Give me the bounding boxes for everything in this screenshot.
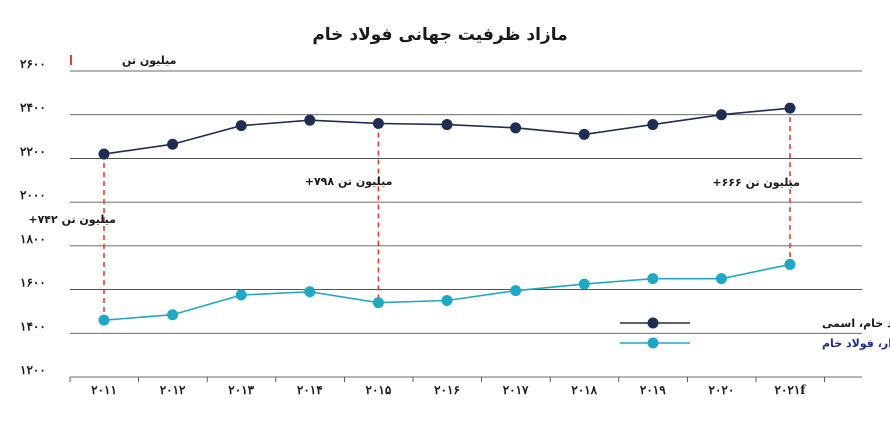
legend-label: ظرفیت فولاد خام، اسمی xyxy=(822,317,890,330)
data-point xyxy=(304,114,316,126)
grid-lines xyxy=(70,70,862,334)
data-point xyxy=(510,122,522,134)
x-tick-label: ۲۰۱۷ xyxy=(503,383,529,397)
difference-label: میلیون تن ۷۹۸+ xyxy=(305,175,393,188)
data-point xyxy=(441,295,453,306)
x-tick-label: ۲۰۱۶ xyxy=(434,383,460,397)
y-tick-label: ۱۸۰۰ xyxy=(20,232,46,246)
x-tick-label: ۲۰۱۲ xyxy=(160,383,186,397)
x-tick-label: ۲۰۱۳ xyxy=(228,383,254,397)
annotations: میلیون تن ۷۴۲+ میلیون تن ۷۹۸+ میلیون تن ۶۶… xyxy=(28,108,800,321)
difference-label: میلیون تن ۶۶۶+ xyxy=(712,176,800,189)
difference-label: میلیون تن ۷۴۲+ xyxy=(28,213,116,226)
legend-marker xyxy=(647,317,659,329)
data-point xyxy=(441,119,453,131)
legend: ظرفیت فولاد خام، اسمی عرضه به بازار، فولا… xyxy=(620,317,890,350)
unit-marker xyxy=(70,55,72,65)
legend-label: عرضه به بازار، فولاد خام xyxy=(822,337,890,350)
y-tick-label: ۲۶۰۰ xyxy=(20,57,46,71)
data-point xyxy=(304,286,316,298)
x-axis: ۲۰۱۱ ۲۰۱۲ ۲۰۱۳ ۲۰۱۴ ۲۰۱۵ ۲۰۱۶ ۲۰۱۷ ۲۰۱۸ ۲۰۱۹ ۲۰۲۰… xyxy=(69,376,862,397)
y-tick-label: ۲۲۰۰ xyxy=(20,144,46,158)
data-point xyxy=(784,102,796,114)
x-tick-label: ۲۰۱۵ xyxy=(366,383,392,397)
legend-marker xyxy=(647,337,659,349)
data-point xyxy=(715,273,727,285)
data-point xyxy=(578,128,590,140)
y-tick-label: ۲۴۰۰ xyxy=(20,101,46,115)
x-tick-label: ۲۰۱۹ xyxy=(640,383,666,397)
y-tick-label: ۱۶۰۰ xyxy=(20,276,46,290)
x-tick-label: ۲۰۱۴ xyxy=(297,383,323,397)
data-point xyxy=(372,297,384,309)
unit-label-group: میلیون تن xyxy=(70,54,176,67)
unit-label: میلیون تن xyxy=(122,54,176,67)
y-tick-label: ۲۰۰۰ xyxy=(20,188,46,202)
data-point xyxy=(784,258,796,270)
x-tick-label: ۲۰۱۸ xyxy=(571,383,597,397)
data-point xyxy=(715,109,727,121)
y-axis-ticks: ۱۲۰۰ ۱۴۰۰ ۱۶۰۰ ۱۸۰۰ ۲۰۰۰ ۲۲۰۰ ۲۴۰۰ ۲۶۰۰ xyxy=(20,57,46,377)
series-line xyxy=(103,263,791,321)
data-point xyxy=(647,119,659,131)
x-tick-label: ۲۰۲۱f xyxy=(775,383,807,397)
data-point xyxy=(578,278,590,290)
x-tick-label: ۲۰۱۱ xyxy=(91,383,117,397)
y-tick-label: ۱۲۰۰ xyxy=(20,363,46,377)
y-tick-label: ۱۴۰۰ xyxy=(20,319,46,333)
x-tick-label: ۲۰۲۰ xyxy=(709,383,735,397)
data-point xyxy=(647,273,659,285)
data-point xyxy=(235,289,247,301)
series-lines xyxy=(98,102,796,326)
chart-title: مازاد ظرفیت جهانی فولاد خام xyxy=(312,25,567,45)
data-point xyxy=(98,314,110,326)
data-point xyxy=(510,285,522,297)
data-point xyxy=(372,117,384,129)
data-point xyxy=(167,138,179,150)
data-point xyxy=(98,148,110,160)
data-point xyxy=(235,120,247,132)
data-point xyxy=(167,309,179,321)
